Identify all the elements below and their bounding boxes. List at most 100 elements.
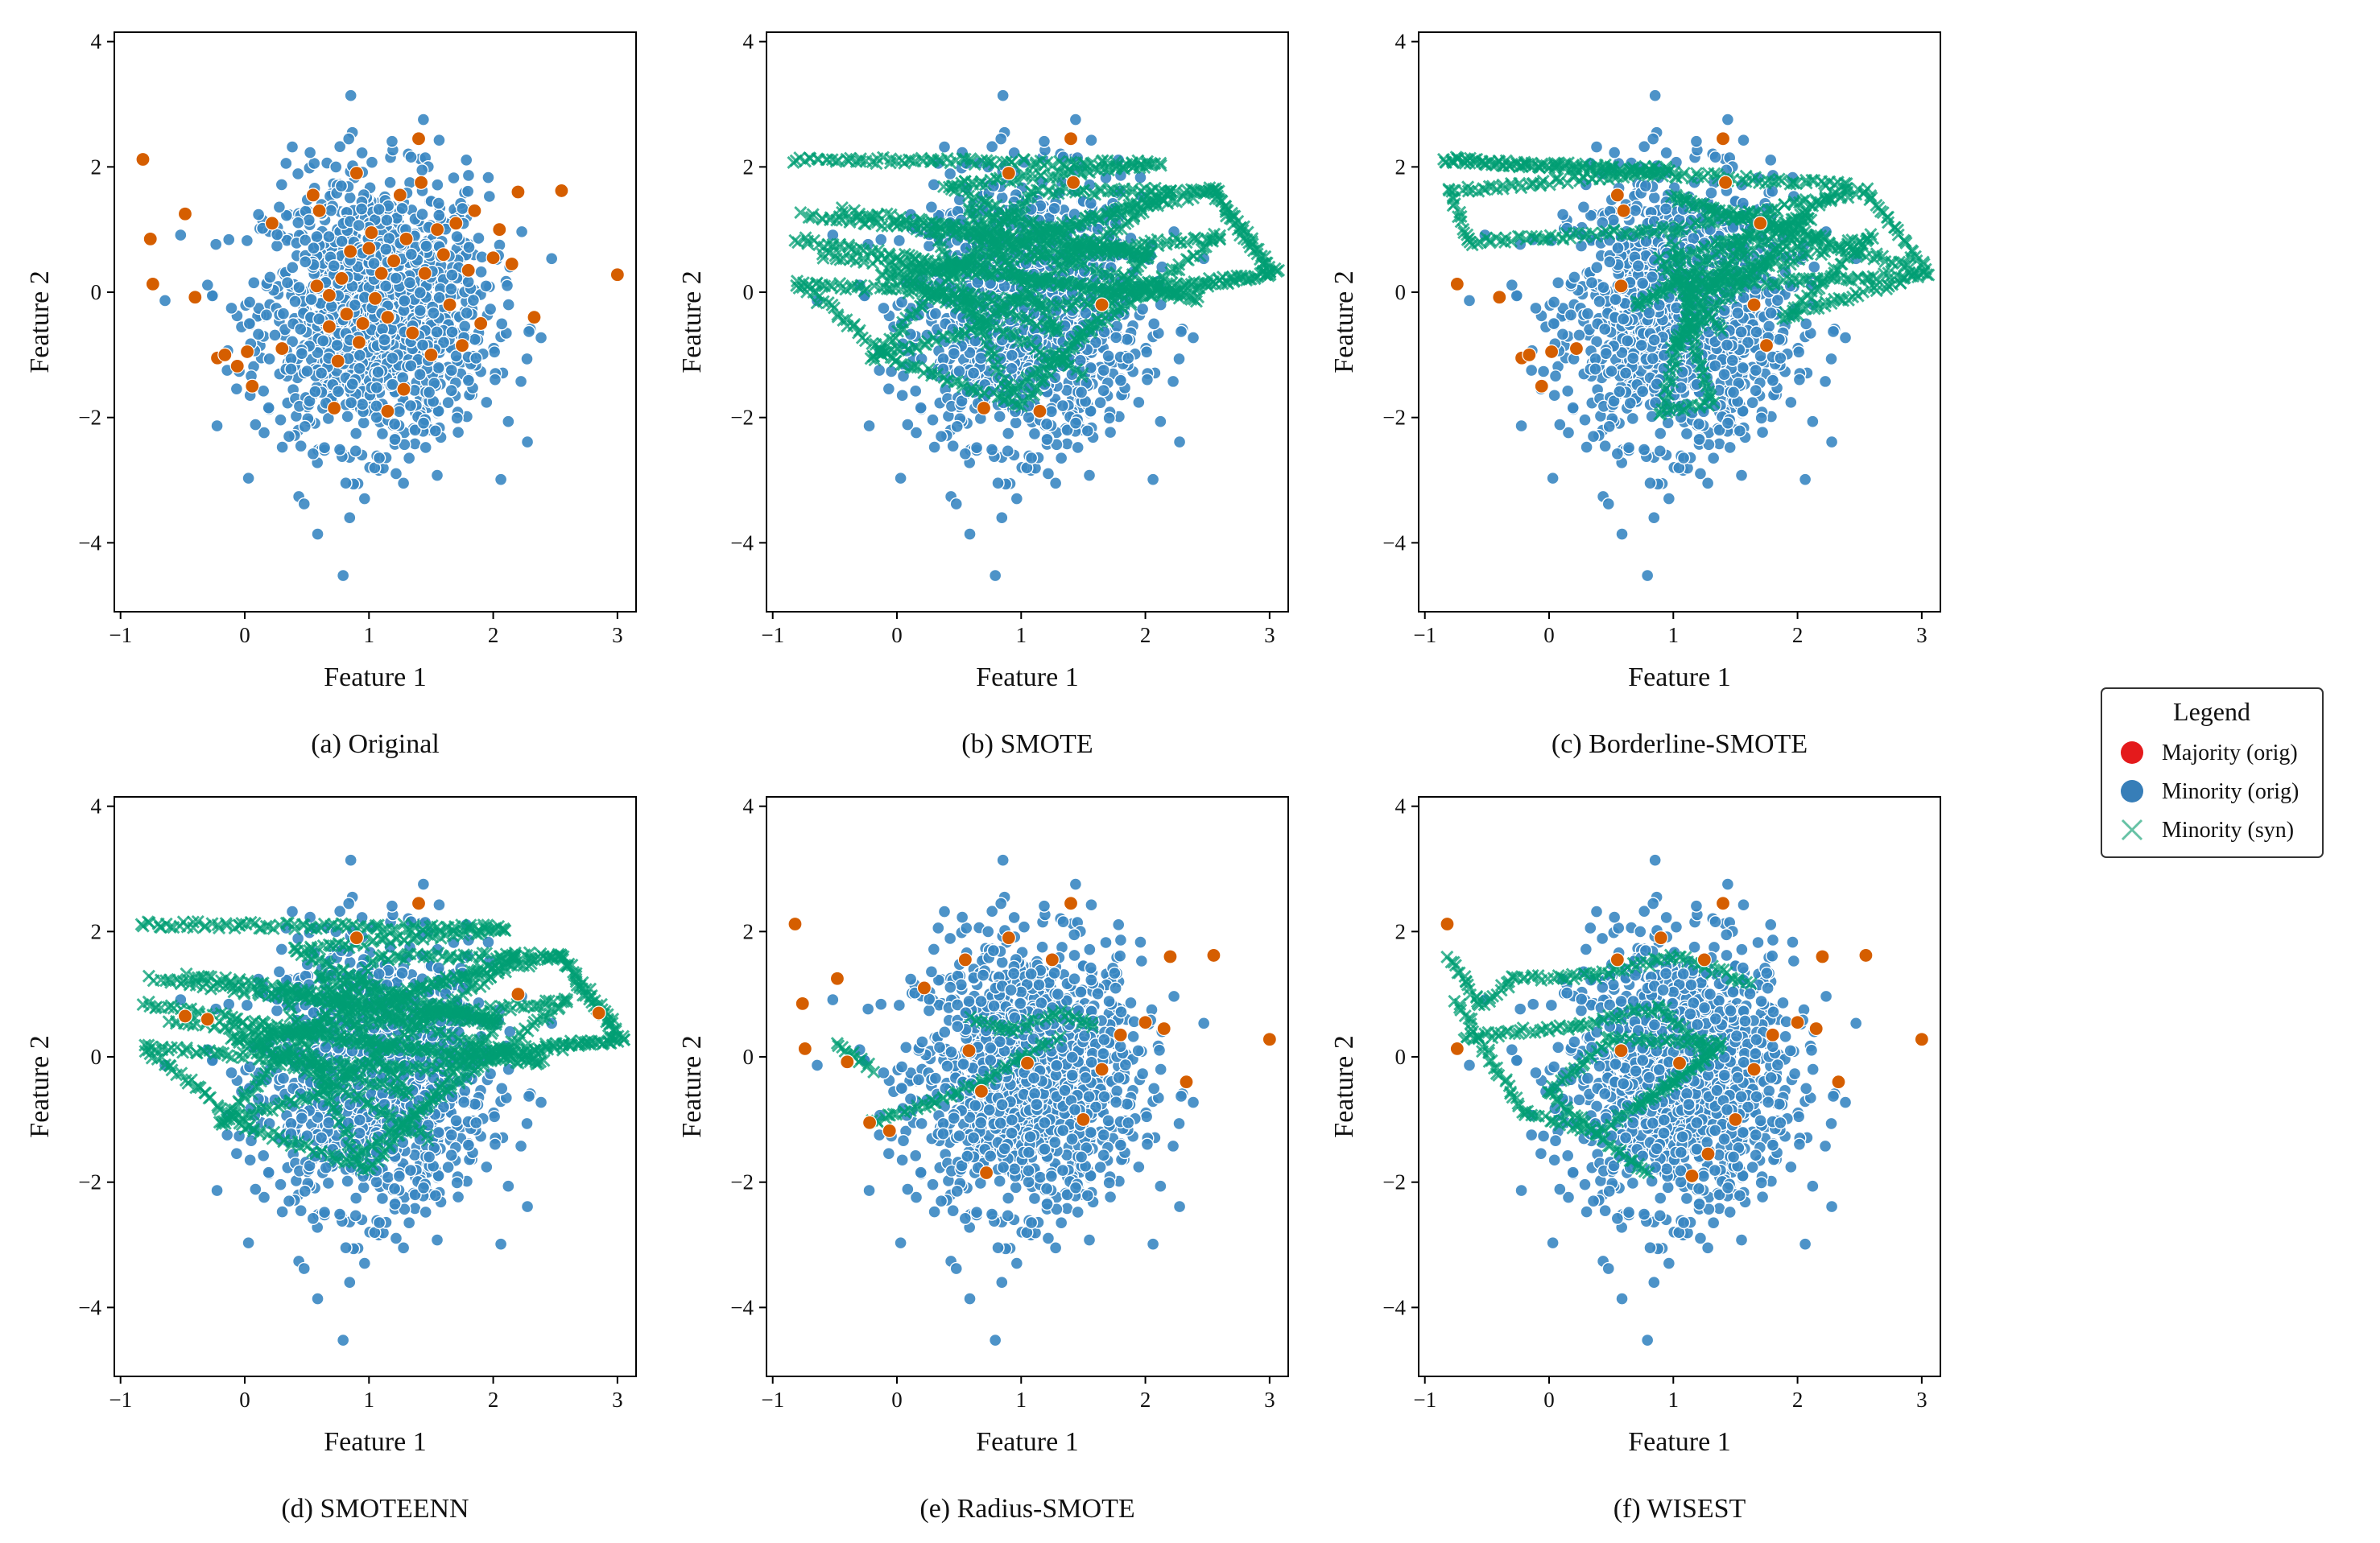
synthetic-marker [910,341,923,355]
minority-point [344,89,357,102]
y-tick-label: 0 [743,280,754,304]
minority-point [307,241,320,255]
minority-point [1186,331,1200,344]
minority-point [483,302,498,316]
synthetic-marker [853,324,866,337]
minority-point [1808,260,1821,274]
minority-point [456,201,469,216]
synthetic-marker [1180,253,1193,266]
majority-point [413,175,429,190]
minority-point [1097,384,1110,398]
x-tick-label: 0 [891,623,903,647]
minority-point [329,160,343,174]
majority-orig-points [135,131,625,419]
minority-point [894,471,907,485]
minority-point [386,351,399,365]
minority-point [317,441,332,455]
minority-point [895,389,909,402]
minority-point [458,320,472,333]
synthetic-marker [1122,241,1136,254]
majority-point [417,266,432,281]
minority-point [1101,349,1115,363]
synthetic-marker [976,265,990,279]
minority-point [450,411,464,425]
synthetic-marker [1101,163,1116,177]
minority-point [225,301,238,316]
minority-point [466,293,481,307]
x-tick-label: 1 [364,623,375,647]
minority-point [339,477,353,490]
minority-point [298,419,312,434]
synthetic-marker [816,247,829,261]
x-axis-label: Feature 1 [324,662,426,692]
minority-point [1172,435,1187,449]
majority-point [510,184,526,200]
y-axis-label: Feature 2 [677,270,707,373]
minority-point [316,334,330,348]
synthetic-marker [827,301,841,315]
minority-point [432,291,446,304]
minority-point [474,265,488,279]
synthetic-marker [1180,236,1193,250]
synthetic-marker [792,281,806,295]
minority-point [348,298,362,312]
synthetic-marker [1077,330,1091,344]
minority-point [371,365,385,379]
majority-point [392,188,407,203]
synthetic-marker [986,212,1000,225]
synthetic-marker [1015,270,1029,284]
minority-point [514,225,529,239]
majority-point [442,297,457,312]
x-tick-label: 0 [239,623,250,647]
x-axis-label: Feature 1 [976,662,1078,692]
minority-point [1154,415,1167,428]
minority-point [331,385,345,398]
majority-point [334,270,349,287]
minority-point [279,208,294,222]
minority-point [1041,467,1056,481]
synthetic-points [787,151,1286,413]
subplot-caption: (b) SMOTE [961,729,1093,759]
minority-point [388,432,402,447]
minority-point [303,146,317,159]
synthetic-marker [1184,183,1198,196]
minority-point [242,316,257,331]
minority-point [993,410,1006,423]
minority-point [544,252,559,266]
synthetic-marker [1101,207,1114,221]
minority-point [1068,416,1083,430]
minority-point [375,427,390,441]
minority-point [1546,471,1560,485]
synthetic-marker [1160,234,1174,248]
majority-point [275,340,290,357]
majority-point [492,222,507,237]
majority-point [355,316,370,332]
minority-point [502,298,515,311]
minority-point [430,468,444,482]
minority-point [450,229,464,244]
synthetic-marker [857,251,870,265]
majority-point [1001,166,1016,181]
synthetic-marker [932,286,946,299]
synthetic-marker [1240,233,1254,246]
minority-point [947,346,961,361]
synthetic-marker [1018,281,1032,295]
minority-point [1147,317,1161,331]
minority-point [991,477,1005,490]
minority-point [946,439,960,453]
minority-point [413,367,427,382]
minority-point [341,410,354,423]
minority-point [488,373,502,386]
majority-point [1065,175,1081,190]
minority-point [382,232,396,245]
minority-point [344,396,358,410]
majority-point [309,278,324,294]
synthetic-marker [1085,187,1099,200]
minority-point [522,324,536,339]
majority-point [976,400,992,416]
minority-point [520,352,534,366]
minority-point [494,472,508,486]
minority-point [874,233,888,246]
minority-point [1654,427,1667,440]
minority-point [895,295,909,309]
